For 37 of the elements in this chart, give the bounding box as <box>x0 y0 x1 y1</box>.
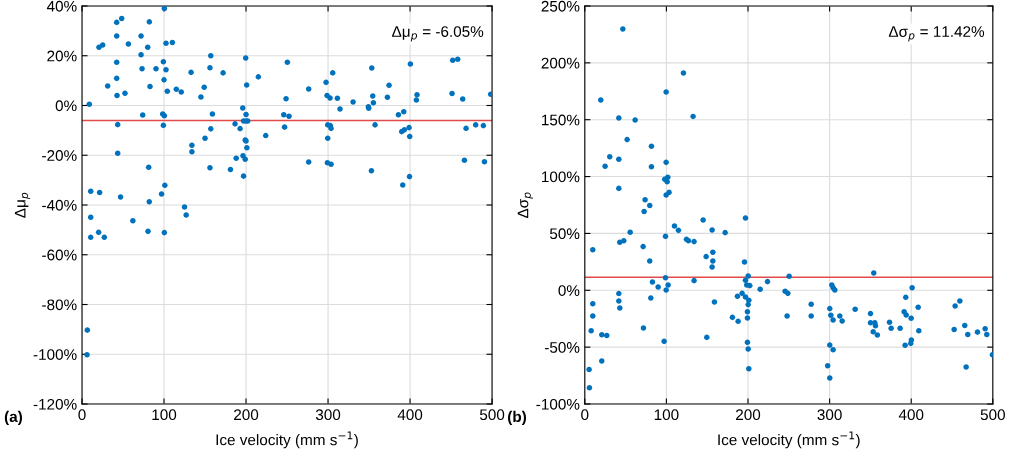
y-tick-label: -120% <box>33 398 77 410</box>
x-tick-label: 300 <box>315 409 341 421</box>
x-tick-label: 0 <box>581 409 589 421</box>
x-tick-label: 100 <box>654 409 679 421</box>
y-tick-label: -20% <box>42 150 77 161</box>
y-tick-label: -100% <box>536 398 580 410</box>
y-tick-label: -40% <box>42 199 77 211</box>
y-tick-label: -100% <box>33 349 77 360</box>
y-tick-label: -50% <box>544 342 580 353</box>
y-tick-label: -60% <box>42 249 77 261</box>
y-axis-title: Δσ$_{p}$ <box>517 192 533 219</box>
x-axis-title: Ice velocity (mm s$^{−1}$) <box>216 431 358 449</box>
x-tick-label: 200 <box>736 409 761 421</box>
annotation: Δμ$_{p}$ = -6.05% <box>392 26 484 42</box>
y-tick-label: 0% <box>55 100 77 112</box>
x-tick-label: 0 <box>78 409 86 421</box>
x-tick-label: 100 <box>152 409 177 421</box>
x-tick-label: 500 <box>980 409 1005 421</box>
x-tick-label: 300 <box>817 409 842 421</box>
annotation: Δσ$_{p}$ = 11.42% <box>888 26 985 42</box>
x-tick-label: 200 <box>234 409 259 421</box>
y-tick-label: 150% <box>542 114 580 126</box>
y-tick-label: -80% <box>42 299 77 311</box>
x-tick-label: 400 <box>397 409 423 421</box>
y-axis-title: Δμ$_{p}$ <box>14 192 31 218</box>
x-tick-label: 400 <box>898 409 924 421</box>
text: (a) <box>4 410 23 426</box>
y-tick-label: 200% <box>541 57 580 69</box>
x-tick-label: 500 <box>479 409 505 421</box>
text: (b) <box>508 410 527 426</box>
y-tick-label: 100% <box>542 171 580 183</box>
y-tick-label: 20% <box>47 50 77 62</box>
y-tick-label: 250% <box>541 0 580 12</box>
y-tick-label: 40% <box>46 0 77 12</box>
y-tick-label: 50% <box>549 228 580 240</box>
x-axis-title: Ice velocity (mm s$^{−1}$) <box>718 431 860 449</box>
y-tick-label: 0% <box>558 285 580 296</box>
